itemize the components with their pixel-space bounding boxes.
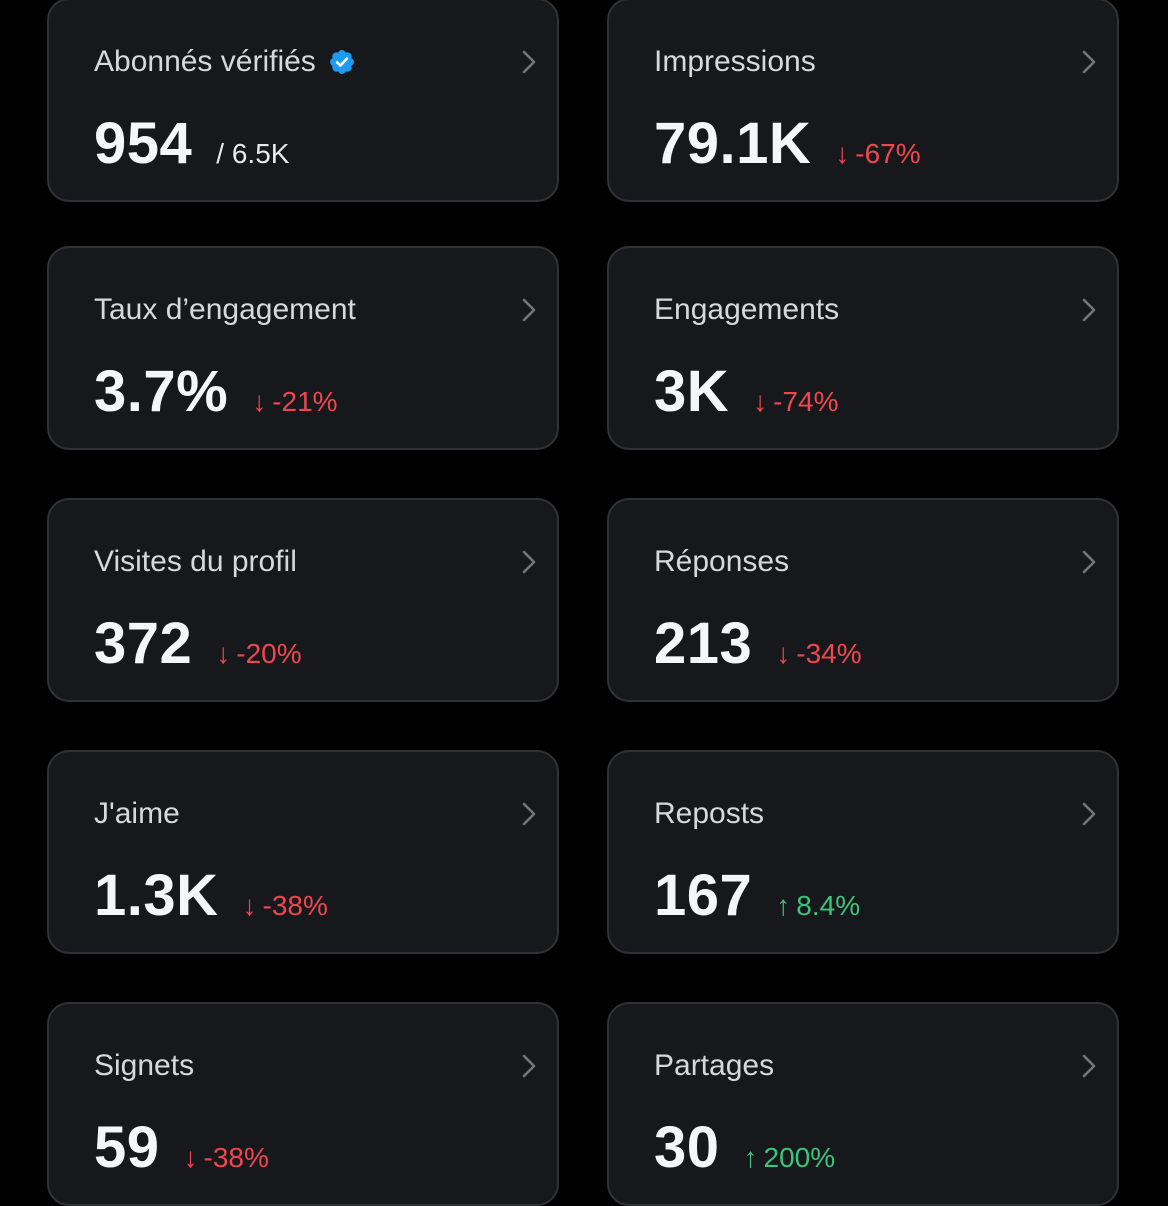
- card-engagement-rate[interactable]: Taux d’engagement 3.7% ↓ -21%: [47, 246, 559, 450]
- card-title: Taux d’engagement: [94, 292, 356, 328]
- card-shares[interactable]: Partages 30 ↑ 200%: [607, 1002, 1119, 1206]
- change-value: -74%: [773, 386, 839, 417]
- card-value-row: 1.3K ↓ -38%: [94, 864, 328, 928]
- card-title: Visites du profil: [94, 544, 297, 580]
- card-value: 167: [654, 863, 753, 928]
- card-total: / 6.5K: [216, 138, 290, 169]
- card-value: 3K: [654, 359, 730, 424]
- card-label: Engagements: [654, 293, 840, 326]
- card-verified-followers[interactable]: Abonnés vérifiés 954 / 6.5K: [47, 0, 559, 202]
- card-bookmarks[interactable]: Signets 59 ↓ -38%: [47, 1002, 559, 1206]
- card-value-row: 372 ↓ -20%: [94, 612, 302, 676]
- card-impressions[interactable]: Impressions 79.1K ↓ -67%: [607, 0, 1119, 202]
- chevron-right-icon: [1082, 802, 1096, 826]
- card-title: Abonnés vérifiés: [94, 44, 356, 80]
- chevron-right-icon: [522, 298, 536, 322]
- card-label: Visites du profil: [94, 545, 297, 578]
- card-value-row: 30 ↑ 200%: [654, 1116, 835, 1180]
- card-label: Abonnés vérifiés: [94, 45, 316, 78]
- card-profile-visits[interactable]: Visites du profil 372 ↓ -20%: [47, 498, 559, 702]
- change-indicator: ↓ -74%: [753, 386, 838, 418]
- card-value: 3.7%: [94, 359, 229, 424]
- arrow-down-icon: ↓: [776, 638, 791, 669]
- card-title: Réponses: [654, 544, 789, 580]
- arrow-down-icon: ↓: [242, 890, 257, 921]
- change-value: -38%: [203, 1142, 269, 1173]
- change-value: -21%: [272, 386, 338, 417]
- chevron-right-icon: [522, 550, 536, 574]
- card-value-row: 167 ↑ 8.4%: [654, 864, 860, 928]
- card-title: Engagements: [654, 292, 839, 328]
- card-title: Impressions: [654, 44, 816, 80]
- change-value: -67%: [855, 138, 921, 169]
- change-value: -20%: [236, 638, 302, 669]
- card-label: Reposts: [654, 797, 765, 830]
- card-engagements[interactable]: Engagements 3K ↓ -74%: [607, 246, 1119, 450]
- change-indicator: ↓ -21%: [252, 386, 337, 418]
- card-title: J'aime: [94, 796, 180, 832]
- card-reposts[interactable]: Reposts 167 ↑ 8.4%: [607, 750, 1119, 954]
- card-value-row: 954 / 6.5K: [94, 112, 289, 176]
- chevron-right-icon: [522, 50, 536, 74]
- change-indicator: ↓ -20%: [216, 638, 301, 670]
- arrow-down-icon: ↓: [753, 386, 768, 417]
- change-value: -34%: [796, 638, 862, 669]
- chevron-right-icon: [1082, 550, 1096, 574]
- arrow-down-icon: ↓: [183, 1142, 198, 1173]
- chevron-right-icon: [522, 1054, 536, 1078]
- chevron-right-icon: [522, 802, 536, 826]
- change-indicator: ↑ 8.4%: [776, 890, 860, 922]
- card-value-row: 59 ↓ -38%: [94, 1116, 269, 1180]
- change-indicator: ↓ -67%: [835, 138, 920, 170]
- card-label: Taux d’engagement: [94, 293, 356, 326]
- card-title: Signets: [94, 1048, 194, 1084]
- card-value: 954: [94, 111, 193, 176]
- arrow-up-icon: ↑: [776, 890, 791, 921]
- card-label: Réponses: [654, 545, 790, 578]
- arrow-down-icon: ↓: [216, 638, 231, 669]
- card-value: 372: [94, 611, 193, 676]
- chevron-right-icon: [1082, 298, 1096, 322]
- chevron-right-icon: [1082, 1054, 1096, 1078]
- card-replies[interactable]: Réponses 213 ↓ -34%: [607, 498, 1119, 702]
- arrow-up-icon: ↑: [743, 1142, 758, 1173]
- card-title: Partages: [654, 1048, 774, 1084]
- card-label: Impressions: [654, 45, 816, 78]
- chevron-right-icon: [1082, 50, 1096, 74]
- arrow-down-icon: ↓: [835, 138, 850, 169]
- change-value: -38%: [262, 890, 328, 921]
- card-value-row: 79.1K ↓ -67%: [654, 112, 921, 176]
- card-likes[interactable]: J'aime 1.3K ↓ -38%: [47, 750, 559, 954]
- card-value-row: 3.7% ↓ -21%: [94, 360, 338, 424]
- card-value-row: 3K ↓ -74%: [654, 360, 839, 424]
- arrow-down-icon: ↓: [252, 386, 267, 417]
- card-value: 30: [654, 1115, 720, 1180]
- card-value: 59: [94, 1115, 160, 1180]
- change-indicator: ↓ -34%: [776, 638, 861, 670]
- change-value: 8.4%: [796, 890, 861, 921]
- card-title: Reposts: [654, 796, 764, 832]
- verified-badge-icon: [329, 50, 354, 74]
- card-value: 213: [654, 611, 753, 676]
- card-value: 1.3K: [94, 863, 219, 928]
- card-label: J'aime: [94, 797, 180, 830]
- card-value: 79.1K: [654, 111, 812, 176]
- card-label: Signets: [94, 1049, 195, 1082]
- change-indicator: ↓ -38%: [243, 890, 328, 922]
- change-indicator: ↑ 200%: [744, 1142, 836, 1174]
- card-label: Partages: [654, 1049, 775, 1082]
- card-value-row: 213 ↓ -34%: [654, 612, 862, 676]
- change-value: 200%: [763, 1142, 836, 1173]
- change-indicator: ↓ -38%: [184, 1142, 269, 1174]
